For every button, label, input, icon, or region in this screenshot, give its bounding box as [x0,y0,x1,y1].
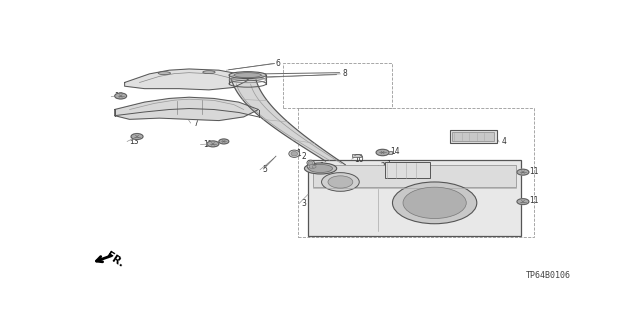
Polygon shape [115,97,259,121]
Text: 5: 5 [262,165,268,174]
Bar [313,165,516,187]
Bar [298,108,534,237]
Text: 2: 2 [301,152,307,161]
Text: 1: 1 [319,161,324,171]
Circle shape [517,169,529,175]
Polygon shape [125,69,249,90]
Text: 14: 14 [390,147,399,156]
Text: 12: 12 [114,92,124,101]
Ellipse shape [289,150,300,157]
Text: FR.: FR. [104,250,125,269]
Circle shape [321,173,359,191]
Ellipse shape [307,163,317,170]
Ellipse shape [307,160,314,166]
Circle shape [376,149,389,156]
Text: 11: 11 [529,197,538,205]
Bar [352,154,361,157]
Ellipse shape [309,164,315,168]
Circle shape [115,93,127,99]
Circle shape [328,176,353,188]
Text: 8: 8 [343,70,348,78]
Ellipse shape [312,166,316,168]
Text: 10: 10 [355,155,364,164]
Ellipse shape [311,165,317,169]
Circle shape [517,199,529,204]
Ellipse shape [229,72,266,78]
Ellipse shape [203,71,215,74]
Bar [385,162,429,178]
Text: TP64B0106: TP64B0106 [526,271,572,280]
Ellipse shape [291,152,298,156]
Ellipse shape [305,163,337,174]
Bar [449,130,497,143]
Ellipse shape [308,164,332,173]
Text: 2: 2 [313,164,318,173]
Bar [308,160,522,236]
Text: 1: 1 [386,160,391,168]
Circle shape [219,139,229,144]
Text: 13: 13 [129,137,140,146]
Text: 1: 1 [296,149,301,158]
Circle shape [131,134,143,139]
Text: 6: 6 [276,59,281,68]
Ellipse shape [308,161,313,164]
Bar [284,63,392,108]
Polygon shape [231,79,346,165]
Bar [385,151,392,154]
Ellipse shape [234,73,261,78]
Text: 7: 7 [193,119,198,128]
Text: 11: 11 [203,140,212,149]
Text: 4: 4 [502,137,506,146]
Ellipse shape [158,72,170,75]
Text: 2: 2 [380,162,385,171]
Text: 9: 9 [335,171,339,180]
Circle shape [207,141,219,147]
Circle shape [392,182,477,224]
Text: 3: 3 [301,199,307,208]
Text: 11: 11 [529,167,538,176]
Bar [452,132,494,141]
Circle shape [403,187,467,219]
